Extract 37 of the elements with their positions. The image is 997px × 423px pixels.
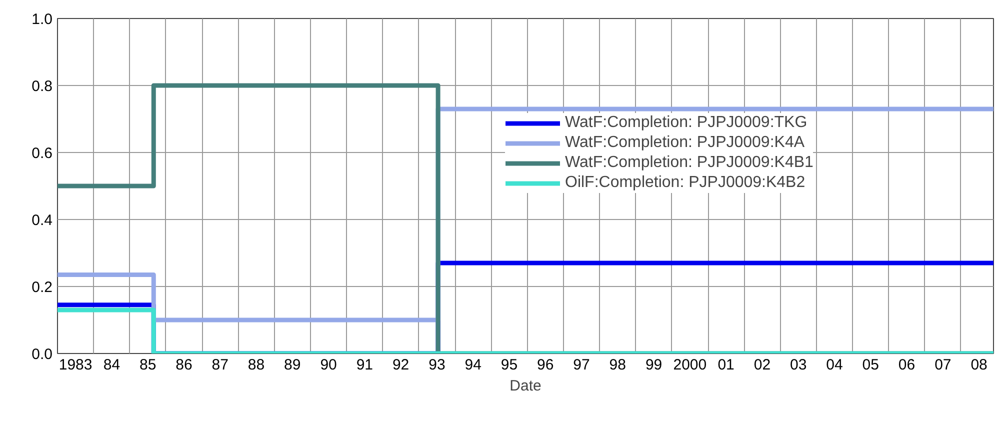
- x-tick-label: 97: [573, 356, 590, 374]
- x-tick-label: 85: [140, 356, 156, 374]
- legend-label: WatF:Completion: PJPJ0009:TKG: [565, 114, 808, 132]
- x-tick-label: 89: [284, 356, 301, 374]
- x-tick-label: 95: [500, 356, 518, 374]
- x-tick-label: 06: [898, 356, 916, 374]
- x-tick-label: 2000: [673, 356, 707, 374]
- x-tick-label: 87: [212, 356, 228, 374]
- x-tick-label: 86: [176, 356, 192, 374]
- y-tick-label: 0.6: [32, 145, 53, 162]
- y-tick-label: 0.0: [32, 346, 53, 363]
- x-tick-label: 88: [248, 356, 265, 374]
- legend-label: WatF:Completion: PJPJ0009:K4A: [565, 134, 805, 152]
- y-tick-label: 0.2: [32, 279, 53, 296]
- x-tick-label: 92: [392, 356, 410, 374]
- x-axis-title: Date: [510, 378, 542, 394]
- x-tick-label: 07: [934, 356, 952, 374]
- legend-label: WatF:Completion: PJPJ0009:K4B1: [565, 154, 814, 172]
- x-tick-label: 96: [537, 356, 554, 374]
- y-tick-label: 1.0: [32, 11, 53, 28]
- x-tick-label: 93: [428, 356, 446, 374]
- y-tick-label: 0.8: [32, 78, 53, 95]
- legend-label: OilF:Completion: PJPJ0009:K4B2: [565, 174, 806, 192]
- x-tick-label: 08: [970, 356, 988, 374]
- x-tick-label: 04: [826, 356, 843, 374]
- x-tick-label: 02: [754, 356, 771, 374]
- x-tick-label: 94: [464, 356, 482, 374]
- x-tick-label: 99: [645, 356, 662, 374]
- x-tick-label: 03: [790, 356, 807, 374]
- x-tick-label: 91: [356, 356, 374, 374]
- x-tick-label: 98: [609, 356, 626, 374]
- y-tick-label: 0.4: [32, 212, 53, 229]
- x-tick-label: 05: [862, 356, 879, 374]
- x-tick-label: 84: [103, 356, 120, 374]
- x-tick-label: 90: [320, 356, 337, 374]
- x-tick-label: 01: [718, 356, 734, 374]
- x-tick-label: 1983: [58, 356, 92, 374]
